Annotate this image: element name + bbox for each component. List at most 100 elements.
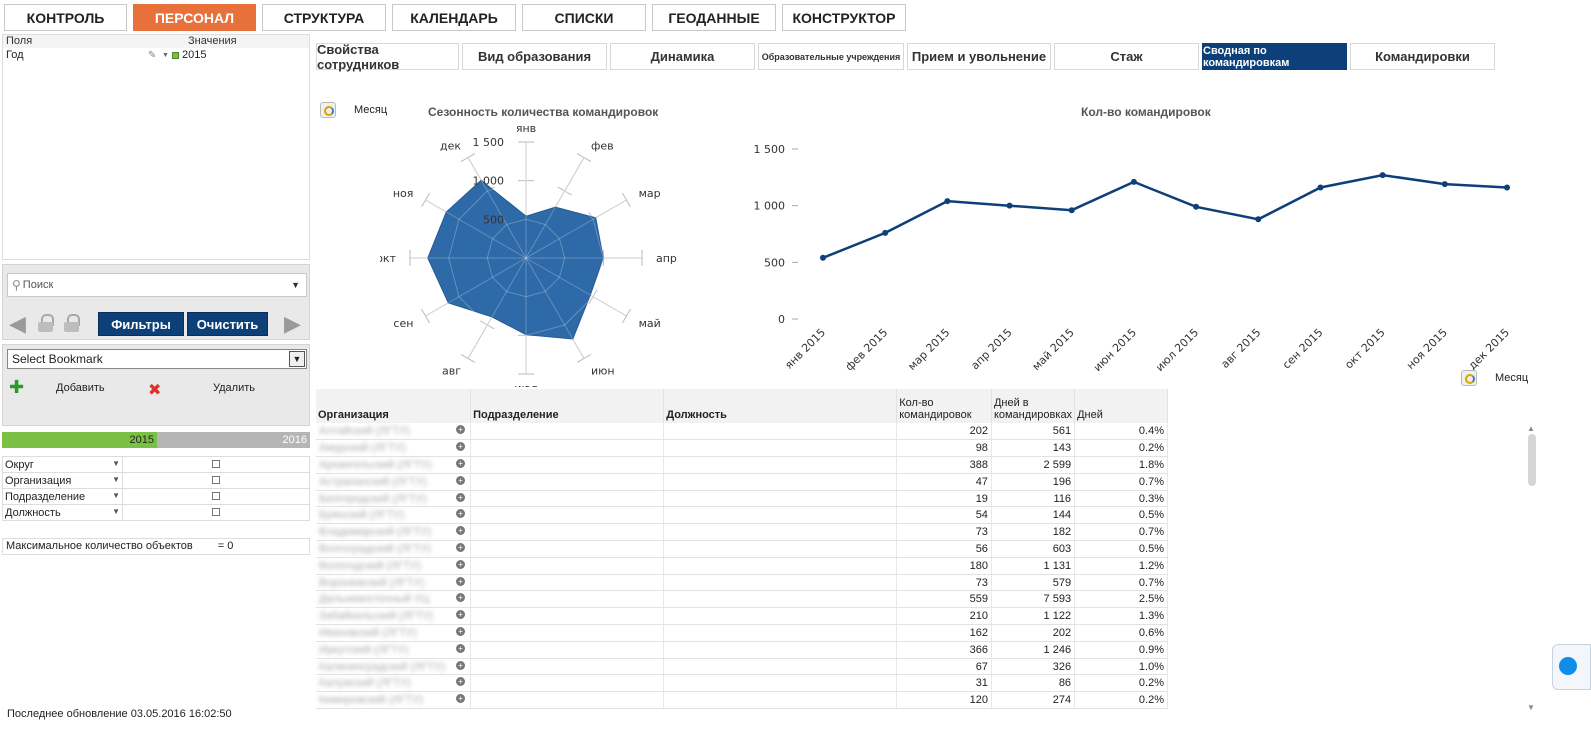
expand-icon[interactable]: + [456, 694, 466, 704]
dimension-checkbox[interactable] [212, 507, 220, 516]
nav-kontrol[interactable]: КОНТРОЛЬ [4, 4, 127, 31]
filters-button[interactable]: Фильтры [98, 312, 184, 336]
cell-organization[interactable]: Алтайский (ЛГТУ) + [316, 423, 472, 441]
table-row[interactable]: Иркутский (ЛГТУ) +366 1 246 0.9% [316, 641, 1168, 659]
nav-geodannye[interactable]: ГЕОДАННЫЕ [652, 4, 776, 31]
unlock-icon[interactable] [64, 314, 80, 332]
expand-icon[interactable]: + [456, 492, 466, 502]
add-icon[interactable]: ✚ [9, 377, 25, 397]
table-row[interactable]: Дальневосточный УЦ +559 7 593 2.5% [316, 590, 1168, 609]
cell-organization[interactable]: Волгоградский (ЛГТУ) + [316, 540, 472, 558]
delete-bookmark-button[interactable]: Удалить [213, 382, 255, 394]
table-row[interactable]: Вологодский (ЛГТУ) +180 1 131 1.2% [316, 557, 1168, 575]
eraser-icon[interactable]: ✎ [148, 49, 157, 61]
tab-education-type[interactable]: Вид образования [462, 43, 607, 70]
nav-personal[interactable]: ПЕРСОНАЛ [133, 4, 256, 31]
bookmark-select[interactable]: Select Bookmark ▼ [7, 349, 307, 369]
chevron-down-icon[interactable]: ▼ [291, 280, 300, 290]
year-2015[interactable]: 2015 [2, 432, 157, 448]
expand-icon[interactable]: + [456, 475, 466, 485]
remote-support-icon[interactable] [1552, 644, 1591, 690]
col-trip-count[interactable]: Кол-во командировок [896, 389, 992, 423]
tab-hiring-dismissal[interactable]: Прием и увольнение [907, 43, 1051, 70]
cell-organization[interactable]: Дальневосточный УЦ + [316, 590, 472, 609]
tab-business-trips-summary[interactable]: Сводная по командировкам [1202, 43, 1347, 70]
chevron-down-icon[interactable]: ▼ [162, 51, 169, 59]
scroll-down-icon[interactable]: ▼ [1527, 703, 1535, 712]
table-row[interactable]: Воронежский (ЛГТУ) +73 579 0.7% [316, 574, 1168, 592]
col-position[interactable]: Должность [663, 389, 898, 423]
expand-icon[interactable]: + [456, 643, 466, 653]
chevron-down-icon[interactable]: ▼ [289, 351, 305, 367]
cell-organization[interactable]: Иркутский (ЛГТУ) + [316, 641, 472, 659]
scroll-up-icon[interactable]: ▲ [1527, 424, 1535, 433]
col-department[interactable]: Подразделение [470, 389, 665, 423]
scroll-thumb[interactable] [1528, 434, 1536, 486]
cycle-dimension-icon[interactable] [1461, 370, 1477, 386]
chevron-down-icon[interactable]: ▼ [112, 491, 120, 500]
table-row[interactable]: Калининградский (ЛГТУ) +67 326 1.0% [316, 658, 1168, 676]
table-scrollbar[interactable]: ▲ ▼ [1527, 424, 1537, 712]
col-days-pct[interactable]: Дней [1074, 389, 1168, 423]
cell-organization[interactable]: Амурский (ЛГТУ) + [316, 439, 472, 458]
forward-arrow-icon[interactable]: ▶ [284, 311, 301, 336]
table-row[interactable]: Амурский (ЛГТУ) +98 143 0.2% [316, 439, 1168, 458]
expand-icon[interactable]: + [456, 542, 466, 552]
search-input[interactable]: ⚲ Поиск ▼ [7, 273, 307, 297]
col-organization[interactable]: Организация [316, 389, 472, 423]
cell-organization[interactable]: Калининградский (ЛГТУ) + [316, 658, 472, 676]
nav-kalendar[interactable]: КАЛЕНДАРЬ [392, 4, 516, 31]
cell-organization[interactable]: Кемеровский (ЛГТУ) + [316, 691, 472, 710]
cell-organization[interactable]: Ивановский (ЛГТУ) + [316, 624, 472, 642]
cycle-dimension-icon[interactable] [320, 102, 336, 118]
tab-experience[interactable]: Стаж [1054, 43, 1199, 70]
table-row[interactable]: Калужский (ЛГТУ) +31 86 0.2% [316, 674, 1168, 693]
tab-dynamics[interactable]: Динамика [610, 43, 755, 70]
back-arrow-icon[interactable]: ◀ [9, 311, 26, 336]
delete-icon[interactable]: ✖ [148, 382, 162, 399]
cell-organization[interactable]: Вологодский (ЛГТУ) + [316, 557, 472, 575]
lock-icon[interactable] [38, 314, 54, 332]
year-2016[interactable]: 2016 [157, 432, 310, 448]
chevron-down-icon[interactable]: ▼ [112, 475, 120, 484]
dimension-checkbox[interactable] [212, 491, 220, 500]
expand-icon[interactable]: + [456, 458, 466, 468]
expand-icon[interactable]: + [456, 677, 466, 687]
expand-icon[interactable]: + [456, 442, 466, 452]
dimension-label[interactable]: Организация ▼ [2, 472, 123, 489]
table-row[interactable]: Брянский (ЛГТУ) +54 144 0.5% [316, 506, 1168, 525]
expand-icon[interactable]: + [456, 509, 466, 519]
tab-employee-properties[interactable]: Свойства сотрудников [316, 42, 459, 72]
cell-organization[interactable]: Забайкальский (ЛГТУ) + [316, 607, 472, 626]
chevron-down-icon[interactable]: ▼ [112, 459, 120, 468]
table-row[interactable]: Белгородский (ЛГТУ) +19 116 0.3% [316, 490, 1168, 508]
table-row[interactable]: Ивановский (ЛГТУ) +162 202 0.6% [316, 624, 1168, 642]
cell-organization[interactable]: Владимирский (ЛГТУ) + [316, 523, 472, 542]
table-row[interactable]: Архангельский (ЛГТУ) +388 2 599 1.8% [316, 456, 1168, 474]
expand-icon[interactable]: + [456, 660, 466, 670]
table-row[interactable]: Владимирский (ЛГТУ) +73 182 0.7% [316, 523, 1168, 542]
cell-organization[interactable]: Калужский (ЛГТУ) + [316, 674, 472, 693]
table-row[interactable]: Кемеровский (ЛГТУ) +120 274 0.2% [316, 691, 1168, 710]
add-bookmark-button[interactable]: Добавить [56, 382, 105, 394]
cell-organization[interactable]: Брянский (ЛГТУ) + [316, 506, 472, 525]
dimension-checkbox[interactable] [212, 459, 220, 468]
chevron-down-icon[interactable]: ▼ [112, 507, 120, 516]
expand-icon[interactable]: + [456, 593, 466, 603]
tab-business-trips[interactable]: Командировки [1350, 43, 1495, 70]
cell-organization[interactable]: Астраханский (ЛГТУ) + [316, 473, 472, 491]
expand-icon[interactable]: + [456, 576, 466, 586]
table-row[interactable]: Астраханский (ЛГТУ) +47 196 0.7% [316, 473, 1168, 491]
expand-icon[interactable]: + [456, 626, 466, 636]
dimension-label[interactable]: Подразделение ▼ [2, 488, 123, 505]
expand-icon[interactable]: + [456, 425, 466, 435]
cell-organization[interactable]: Белгородский (ЛГТУ) + [316, 490, 472, 508]
clear-button[interactable]: Очистить [187, 312, 268, 336]
cell-organization[interactable]: Воронежский (ЛГТУ) + [316, 574, 472, 592]
dimension-label[interactable]: Округ ▼ [2, 456, 123, 473]
cell-organization[interactable]: Архангельский (ЛГТУ) + [316, 456, 472, 474]
col-trip-days[interactable]: Дней в командировках [991, 389, 1076, 423]
tab-educational-institutions[interactable]: Образовательные учреждения [758, 43, 904, 70]
expand-icon[interactable]: + [456, 610, 466, 620]
table-row[interactable]: Забайкальский (ЛГТУ) +210 1 122 1.3% [316, 607, 1168, 626]
